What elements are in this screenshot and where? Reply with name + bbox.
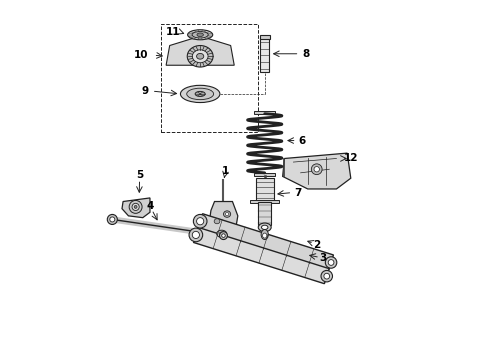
Ellipse shape bbox=[219, 232, 224, 235]
Ellipse shape bbox=[132, 203, 139, 211]
Text: 8: 8 bbox=[302, 49, 310, 59]
Ellipse shape bbox=[262, 225, 268, 229]
Ellipse shape bbox=[196, 53, 204, 59]
Ellipse shape bbox=[214, 219, 220, 224]
Polygon shape bbox=[209, 202, 238, 232]
Bar bbox=[256, 178, 274, 202]
Ellipse shape bbox=[311, 164, 322, 175]
Text: 11: 11 bbox=[166, 27, 180, 37]
Text: 10: 10 bbox=[134, 50, 148, 60]
Ellipse shape bbox=[197, 33, 203, 37]
Bar bbox=[161, 24, 258, 132]
Text: 4: 4 bbox=[147, 201, 154, 211]
Ellipse shape bbox=[195, 91, 205, 96]
Ellipse shape bbox=[223, 211, 231, 217]
Text: 6: 6 bbox=[299, 136, 306, 145]
Text: 9: 9 bbox=[142, 86, 149, 96]
Polygon shape bbox=[122, 198, 150, 218]
Ellipse shape bbox=[189, 228, 203, 242]
Ellipse shape bbox=[220, 231, 227, 239]
Polygon shape bbox=[194, 228, 329, 284]
Ellipse shape bbox=[187, 88, 214, 100]
Ellipse shape bbox=[192, 50, 208, 63]
Bar bbox=[260, 39, 269, 72]
Ellipse shape bbox=[129, 201, 142, 213]
Ellipse shape bbox=[221, 234, 225, 237]
Ellipse shape bbox=[328, 260, 334, 265]
Ellipse shape bbox=[192, 231, 199, 239]
Bar bbox=[254, 173, 275, 176]
Polygon shape bbox=[166, 39, 234, 65]
Ellipse shape bbox=[324, 273, 330, 279]
Bar bbox=[254, 111, 275, 114]
Bar bbox=[260, 35, 270, 39]
Ellipse shape bbox=[110, 217, 115, 222]
Ellipse shape bbox=[188, 30, 213, 40]
Text: 5: 5 bbox=[136, 170, 144, 180]
Text: 1: 1 bbox=[221, 166, 229, 176]
Text: 7: 7 bbox=[294, 188, 302, 198]
Text: 12: 12 bbox=[343, 153, 358, 163]
Polygon shape bbox=[283, 153, 351, 189]
Ellipse shape bbox=[261, 229, 269, 239]
Ellipse shape bbox=[187, 45, 213, 67]
Polygon shape bbox=[198, 214, 333, 270]
Ellipse shape bbox=[321, 270, 333, 282]
Ellipse shape bbox=[107, 215, 117, 225]
Polygon shape bbox=[283, 158, 285, 176]
Bar bbox=[258, 202, 271, 225]
Ellipse shape bbox=[217, 230, 227, 237]
Ellipse shape bbox=[192, 32, 208, 38]
Ellipse shape bbox=[314, 167, 319, 172]
Text: 3: 3 bbox=[319, 253, 327, 263]
Text: 2: 2 bbox=[313, 239, 320, 249]
Ellipse shape bbox=[325, 257, 337, 268]
Ellipse shape bbox=[225, 213, 229, 216]
Ellipse shape bbox=[194, 215, 207, 228]
Bar bbox=[250, 200, 279, 203]
Ellipse shape bbox=[180, 85, 220, 103]
Ellipse shape bbox=[258, 223, 271, 231]
Ellipse shape bbox=[134, 206, 137, 208]
Ellipse shape bbox=[196, 218, 204, 225]
Ellipse shape bbox=[263, 233, 267, 238]
